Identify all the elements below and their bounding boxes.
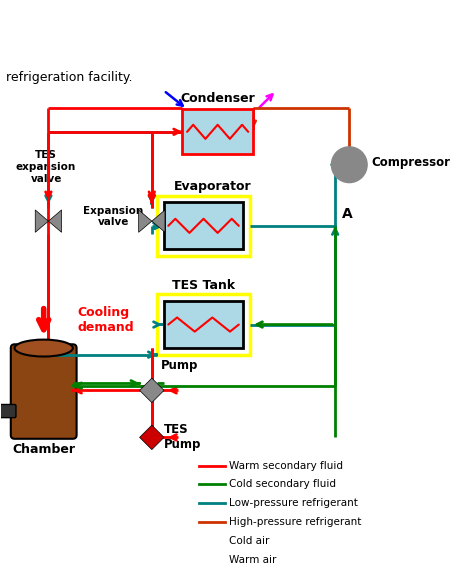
FancyBboxPatch shape <box>11 345 77 439</box>
Text: Pump: Pump <box>161 359 199 372</box>
FancyBboxPatch shape <box>182 109 253 155</box>
Polygon shape <box>48 210 62 232</box>
Text: TES
expansion
valve: TES expansion valve <box>16 151 76 183</box>
Polygon shape <box>35 210 48 232</box>
Text: Cold secondary fluid: Cold secondary fluid <box>229 479 337 489</box>
Text: Cold air: Cold air <box>229 536 270 546</box>
Text: A: A <box>342 207 353 221</box>
Text: TES Tank: TES Tank <box>172 279 235 292</box>
FancyBboxPatch shape <box>0 405 16 417</box>
Polygon shape <box>140 425 164 450</box>
Text: TES
Pump: TES Pump <box>164 423 201 451</box>
Text: Compressor: Compressor <box>372 156 451 169</box>
Circle shape <box>331 147 367 183</box>
Text: Condenser: Condenser <box>180 92 255 105</box>
Ellipse shape <box>15 340 73 356</box>
Text: refrigeration facility.: refrigeration facility. <box>6 71 133 83</box>
Polygon shape <box>152 210 165 232</box>
Polygon shape <box>139 210 152 232</box>
Polygon shape <box>140 378 164 403</box>
Text: Chamber: Chamber <box>12 443 75 456</box>
FancyBboxPatch shape <box>164 301 244 348</box>
Text: Evaporator: Evaporator <box>174 180 252 193</box>
Text: Cooling
demand: Cooling demand <box>78 306 134 334</box>
Text: Warm secondary fluid: Warm secondary fluid <box>229 460 343 470</box>
Text: Low-pressure refrigerant: Low-pressure refrigerant <box>229 498 358 508</box>
FancyBboxPatch shape <box>164 202 244 249</box>
Text: Expansion
valve: Expansion valve <box>83 206 144 227</box>
Text: Warm air: Warm air <box>229 554 277 564</box>
Text: High-pressure refrigerant: High-pressure refrigerant <box>229 517 362 527</box>
